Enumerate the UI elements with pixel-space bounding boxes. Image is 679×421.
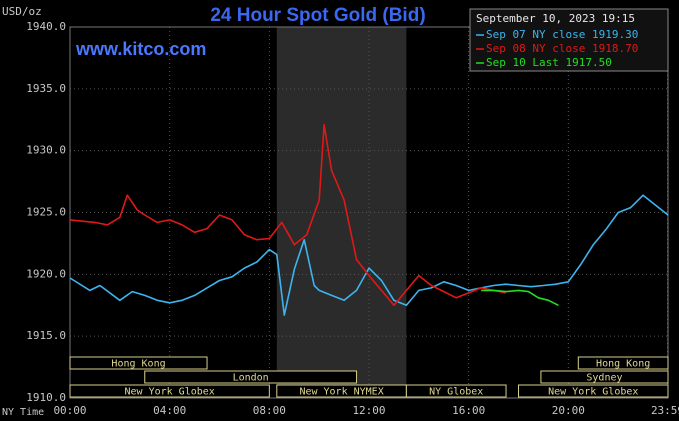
series-line [481,289,559,307]
subtitle: www.kitco.com [75,39,206,59]
session-box [69,384,270,398]
session-label: New York NYMEX [299,387,383,398]
x-tick-label: 23:59 [651,404,679,417]
session-box [577,356,669,370]
x-axis-label: NY Time [2,407,44,418]
session-label: Sydney [586,373,622,384]
y-tick-label: 1935.0 [26,82,66,95]
session-label: Hong Kong [111,359,165,370]
y-tick-label: 1915.0 [26,329,66,342]
y-axis-label: USD/oz [2,5,42,18]
y-tick-label: 1940.0 [26,20,66,33]
session-label: London [233,373,269,384]
y-tick-label: 1925.0 [26,206,66,219]
x-tick-label: 08:00 [253,404,286,417]
x-tick-label: 12:00 [352,404,385,417]
x-tick-label: 04:00 [153,404,186,417]
legend-entry: Sep 07 NY close 1919.30 [486,28,638,41]
session-label: NY Globex [429,387,483,398]
y-tick-label: 1920.0 [26,267,66,280]
session-box [540,370,669,384]
session-label: New York Globex [548,387,638,398]
chart-title: 24 Hour Spot Gold (Bid) [210,5,425,26]
x-tick-label: 20:00 [552,404,585,417]
legend-box [469,8,669,72]
x-tick-label: 16:00 [452,404,485,417]
x-tick-label: 00:00 [53,404,86,417]
series-line [69,194,669,316]
y-tick-label: 1930.0 [26,144,66,157]
session-box [405,384,507,398]
legend-entry: Sep 10 Last 1917.50 [486,56,612,69]
series-line [69,123,507,307]
legend-title: September 10, 2023 19:15 [476,12,635,25]
plot-area [69,26,669,399]
legend-entry: Sep 08 NY close 1918.70 [486,42,638,55]
session-label: New York Globex [125,387,215,398]
session-label: Hong Kong [596,359,650,370]
y-tick-label: 1910.0 [26,391,66,404]
plot-frame [69,26,669,399]
session-box [518,384,669,398]
session-box [69,356,208,370]
session-box [144,370,358,384]
